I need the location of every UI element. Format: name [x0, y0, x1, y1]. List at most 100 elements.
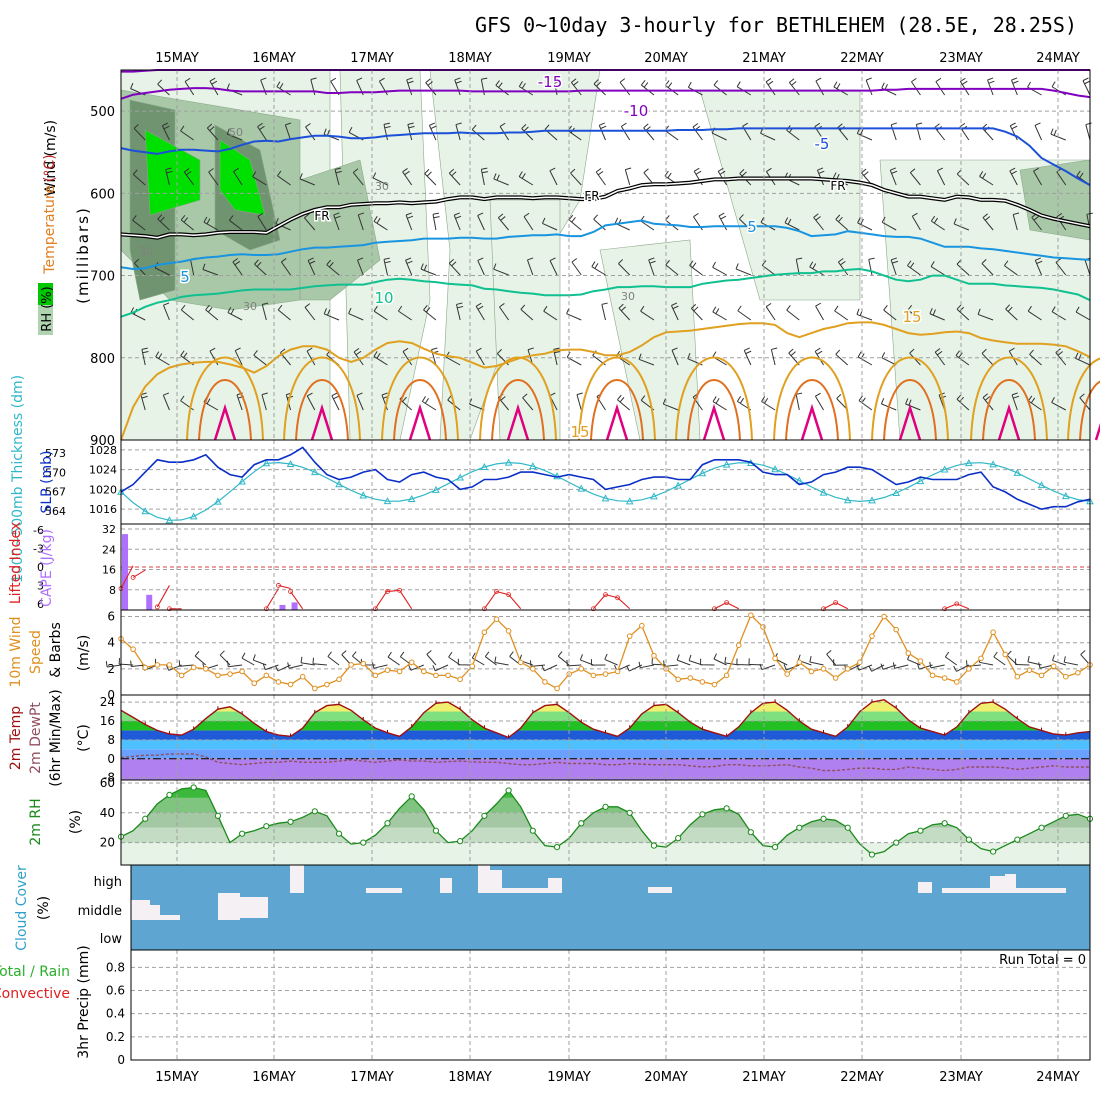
cloud-gap — [918, 882, 932, 893]
cape-tick-label: 8 — [109, 584, 116, 597]
wind-barb — [929, 308, 945, 321]
li-tick-label: 6 — [37, 598, 44, 611]
wind-barb — [783, 664, 800, 671]
thickness-marker — [989, 460, 997, 468]
wind-barb — [493, 263, 509, 276]
wind-barb — [956, 304, 970, 321]
wind-barb — [595, 168, 606, 186]
wind-barb — [132, 169, 146, 186]
wind-speed-marker — [190, 664, 197, 671]
li-segment — [399, 590, 413, 610]
rh-shade — [299, 159, 381, 301]
wind-barb — [549, 257, 558, 276]
li-marker — [372, 606, 378, 612]
wind-speed-marker — [251, 680, 258, 687]
wind-barb — [261, 302, 269, 321]
li-axis-labels: Lifted Index CAPE (J/kg) — [8, 522, 55, 607]
wind-barb — [966, 660, 982, 667]
wind-barb — [955, 350, 970, 366]
li-marker — [821, 606, 826, 612]
wind-barb — [180, 304, 194, 321]
isotherm-25-loop — [605, 403, 629, 441]
wind-speed-marker — [844, 666, 851, 672]
wind-tick-label: 0 — [107, 688, 115, 702]
cloud-gap — [548, 878, 562, 893]
rh-marker — [239, 830, 246, 837]
cloud-axis-labels: Cloud Cover (%) — [14, 865, 52, 951]
wind-barb — [543, 305, 558, 321]
wind-barb — [541, 664, 558, 672]
li-marker — [263, 606, 269, 612]
thickness-marker — [819, 488, 828, 496]
wind-barb — [402, 347, 413, 366]
wind-label-c: & Barbs — [48, 622, 64, 678]
wind-barb — [835, 349, 849, 366]
wind-barb — [907, 305, 921, 321]
wind-speed-marker — [748, 612, 754, 619]
wind-barb — [570, 168, 582, 186]
precip-tick-label: 0.8 — [106, 960, 125, 974]
rh-marker — [311, 808, 318, 815]
pressure-tick-label: 700 — [90, 270, 115, 285]
thickness-tick-label: 564 — [45, 505, 66, 518]
rh-marker — [335, 830, 343, 837]
thickness-marker — [165, 516, 174, 524]
wind-barb — [371, 662, 388, 669]
thickness-marker — [674, 481, 683, 489]
li-marker — [154, 604, 160, 610]
wind-axis-labels: 10m Wind Speed & Barbs (m/s) — [8, 616, 92, 687]
date-label: 19MAY — [547, 51, 591, 66]
slp-line — [120, 446, 1091, 511]
cloud-gap — [290, 865, 304, 893]
wind-barb — [689, 260, 703, 276]
contour-label: 15 — [902, 308, 921, 326]
li-marker — [130, 575, 136, 580]
rh-marker — [142, 815, 149, 822]
wind-barb — [284, 122, 292, 141]
wind-barb — [541, 217, 558, 231]
rh-marker — [505, 787, 512, 794]
wind-speed-marker — [699, 679, 706, 685]
wind-barb — [405, 212, 414, 231]
wind-barb — [130, 660, 146, 668]
wind-barb — [183, 168, 195, 186]
wind-speed-marker — [517, 659, 524, 666]
thickness-marker — [286, 459, 295, 468]
cape-tick-label: 16 — [102, 564, 116, 577]
li-marker — [590, 606, 596, 612]
date-label: 15MAY — [155, 51, 199, 66]
contour-label: -15 — [538, 73, 563, 91]
wind-barb — [421, 396, 437, 411]
wind-barb — [277, 304, 291, 321]
cloud-level-label: middle — [78, 904, 122, 919]
contour-label: 15 — [570, 423, 589, 441]
wind-barb — [252, 171, 267, 186]
isotherm-25-loop — [310, 403, 334, 441]
wind-speed-marker — [953, 679, 960, 685]
wind-barb — [1050, 128, 1066, 141]
wind-barb — [475, 347, 485, 366]
thickness-marker — [262, 459, 271, 467]
wind-speed-marker — [832, 675, 839, 681]
wind-barb — [662, 398, 679, 411]
li-segment — [617, 597, 631, 610]
wind-barb — [1027, 395, 1042, 411]
rh-band — [121, 827, 1090, 843]
wind-speed-marker — [1038, 672, 1045, 679]
isotherm-15-loop — [970, 356, 1048, 441]
isotherm-25-loop — [702, 403, 726, 441]
rh-marker — [481, 812, 488, 819]
li-marker — [276, 583, 281, 588]
rh-marker — [384, 820, 391, 827]
wind-barb — [549, 167, 558, 186]
rh-marker — [190, 784, 197, 791]
wind-barb — [591, 261, 606, 276]
thickness-marker — [868, 496, 876, 504]
date-axis-bottom: 15MAY 16MAY 17MAY 18MAY 19MAY 20MAY 21MAY 22MAY… — [155, 1070, 1080, 1085]
pressure-tick-label: 800 — [90, 352, 115, 367]
date-label: 23MAY — [939, 1070, 983, 1085]
wind-barb — [1034, 257, 1043, 276]
wind-barb — [227, 307, 243, 321]
wind-speed-marker — [457, 676, 463, 683]
cloud-gap — [440, 878, 452, 893]
